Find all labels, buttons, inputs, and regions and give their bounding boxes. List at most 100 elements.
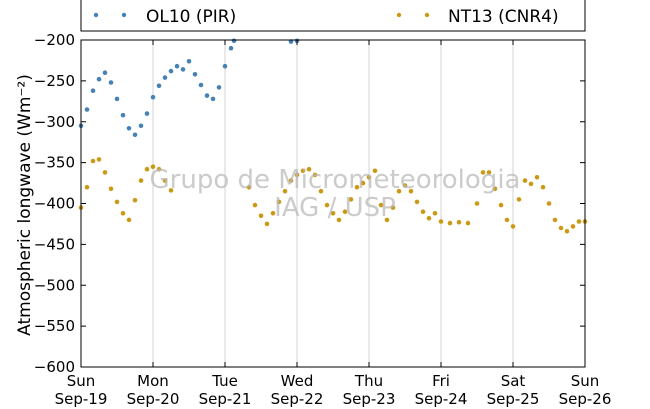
data-point <box>516 197 522 202</box>
data-point <box>126 126 132 131</box>
data-point <box>168 188 174 193</box>
x-tick-label-date: Sep-25 <box>487 390 540 408</box>
x-tick-label-weekday: Thu <box>354 372 383 390</box>
data-point <box>228 45 234 51</box>
y-axis: −200 −250 −300 −350 −400 −450 −500 −550 −600 <box>34 31 585 376</box>
x-tick-label-date: Sep-21 <box>199 390 252 408</box>
data-point <box>330 211 336 216</box>
data-point <box>522 178 528 183</box>
data-point <box>465 220 471 226</box>
data-point <box>306 166 312 172</box>
data-point <box>504 217 510 223</box>
data-point <box>120 211 126 216</box>
data-point <box>546 201 552 206</box>
data-point <box>252 202 258 208</box>
data-point <box>360 180 366 186</box>
data-point <box>162 75 168 80</box>
data-point <box>114 96 120 102</box>
data-point <box>486 170 492 175</box>
data-point <box>174 63 180 69</box>
data-point <box>384 217 390 223</box>
data-point <box>534 175 540 180</box>
data-point <box>192 72 198 77</box>
data-point <box>528 181 534 187</box>
data-point <box>90 88 96 93</box>
data-point <box>498 202 504 208</box>
data-point <box>120 112 126 118</box>
data-point <box>312 172 318 178</box>
x-tick-label-date: Sep-22 <box>271 390 324 408</box>
x-tick-label-weekday: Sat <box>501 372 526 390</box>
data-point <box>336 217 342 223</box>
data-point <box>138 178 144 183</box>
data-point <box>447 220 453 226</box>
y-tick-label: −600 <box>34 358 75 376</box>
data-point <box>216 85 222 90</box>
data-point <box>264 221 270 227</box>
x-axis: SunSep-19MonSep-20TueSep-21WedSep-22ThuS… <box>55 40 611 408</box>
data-point <box>210 96 216 102</box>
data-point <box>102 170 108 175</box>
data-point <box>126 217 132 223</box>
data-point <box>342 209 348 214</box>
y-tick-label: −500 <box>34 276 75 294</box>
data-point <box>156 166 162 172</box>
data-point <box>414 199 420 205</box>
data-point <box>276 199 282 205</box>
series-nt13 <box>78 157 588 234</box>
data-point <box>96 76 102 82</box>
data-point <box>432 211 438 216</box>
data-point <box>144 166 150 172</box>
data-point <box>108 80 114 85</box>
data-point <box>231 38 237 44</box>
data-point <box>84 107 90 112</box>
x-tick-label-date: Sep-23 <box>343 390 396 408</box>
data-point <box>246 184 252 190</box>
data-point <box>480 170 486 175</box>
data-point <box>96 157 102 162</box>
data-point <box>156 83 162 89</box>
data-point <box>282 188 288 194</box>
data-point <box>576 219 582 224</box>
legend-frame <box>80 0 586 32</box>
data-point <box>162 178 168 183</box>
legend-marker-ol10 <box>93 12 127 18</box>
legend-label-nt13: NT13 (CNR4) <box>448 7 559 27</box>
data-point <box>324 202 330 208</box>
x-tick-label-weekday: Sun <box>571 372 600 390</box>
series-ol10 <box>78 38 300 138</box>
data-point <box>270 211 276 216</box>
data-point <box>102 70 108 75</box>
data-point <box>300 168 306 174</box>
data-point <box>204 93 210 98</box>
x-grid <box>152 40 514 367</box>
data-point <box>564 229 570 234</box>
data-point <box>186 59 192 64</box>
watermark-line-1: Grupo de Micrometeorologia <box>150 165 521 195</box>
data-point <box>438 219 444 224</box>
data-point <box>150 164 156 169</box>
data-point <box>402 183 408 188</box>
y-tick-label: −450 <box>34 235 75 253</box>
data-point <box>426 215 432 221</box>
data-point <box>84 184 90 190</box>
data-point <box>150 94 156 100</box>
legend-label-ol10: OL10 (PIR) <box>146 7 236 27</box>
data-point <box>108 186 114 192</box>
y-tick-label: −350 <box>34 154 75 172</box>
data-point <box>144 111 150 116</box>
data-point <box>138 123 144 129</box>
data-point <box>396 188 402 194</box>
data-point <box>408 188 414 194</box>
x-tick-label-weekday: Wed <box>281 372 314 390</box>
data-point <box>198 82 204 88</box>
data-point <box>372 168 378 174</box>
data-point <box>348 197 354 202</box>
legend[interactable]: OL10 (PIR) NT13 (CNR4) <box>80 0 586 32</box>
y-tick-label: −400 <box>34 195 75 213</box>
x-tick-label-date: Sep-20 <box>127 390 180 408</box>
watermark-line-2: IAG / USP <box>274 193 396 223</box>
data-point <box>180 67 186 72</box>
data-point <box>456 220 462 225</box>
